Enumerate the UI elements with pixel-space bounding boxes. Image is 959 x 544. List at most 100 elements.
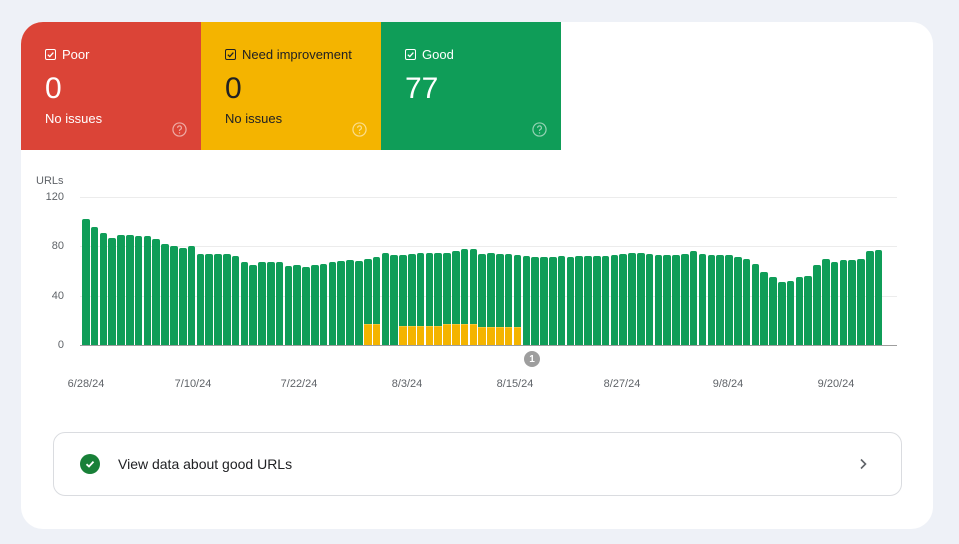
bar[interactable] (196, 253, 205, 345)
bar[interactable] (707, 254, 716, 345)
bar[interactable] (231, 256, 240, 345)
bar[interactable] (267, 262, 275, 345)
bar[interactable] (275, 262, 284, 345)
bar[interactable] (592, 256, 601, 345)
bar[interactable] (134, 236, 143, 345)
bar[interactable] (857, 258, 865, 345)
bar[interactable] (637, 252, 645, 345)
bar[interactable] (575, 256, 583, 345)
checkbox-poor[interactable] (45, 48, 56, 60)
bar[interactable] (90, 226, 99, 345)
bar[interactable] (531, 257, 539, 345)
bar[interactable] (601, 256, 610, 345)
bar[interactable] (478, 253, 487, 345)
bar[interactable] (117, 235, 125, 345)
bar[interactable] (866, 251, 874, 345)
bar[interactable] (82, 219, 90, 345)
bar[interactable] (698, 253, 707, 345)
bar[interactable] (610, 254, 619, 345)
bar[interactable] (672, 254, 680, 345)
bar[interactable] (848, 259, 857, 345)
bar[interactable] (689, 251, 698, 345)
bar[interactable] (513, 254, 522, 345)
bar[interactable] (302, 267, 310, 345)
bar[interactable] (760, 272, 768, 345)
bar[interactable] (813, 264, 821, 345)
bar[interactable] (381, 252, 390, 345)
bar[interactable] (152, 238, 161, 345)
bar[interactable] (654, 254, 663, 345)
checkbox-need-improvement[interactable] (225, 48, 236, 60)
bar[interactable] (425, 252, 434, 345)
bar[interactable] (178, 247, 187, 345)
bar[interactable] (337, 261, 346, 345)
bar[interactable] (99, 232, 108, 345)
bar[interactable] (249, 264, 257, 345)
help-icon[interactable] (532, 122, 547, 137)
bar[interactable] (742, 258, 751, 345)
tile-poor[interactable]: Poor 0 No issues (21, 22, 201, 150)
checkbox-good[interactable] (405, 48, 416, 60)
bar[interactable] (874, 250, 883, 345)
bar[interactable] (293, 264, 302, 345)
bar[interactable] (460, 248, 469, 345)
bar[interactable] (319, 263, 328, 345)
bar[interactable] (222, 253, 231, 345)
bar[interactable] (619, 253, 627, 345)
bar[interactable] (839, 259, 848, 345)
bar[interactable] (522, 256, 531, 345)
bar[interactable] (214, 253, 222, 345)
bar[interactable] (777, 282, 786, 345)
bar[interactable] (733, 257, 742, 345)
bar[interactable] (346, 259, 354, 345)
bar[interactable] (143, 236, 152, 345)
bar[interactable] (443, 252, 451, 345)
bar[interactable] (584, 256, 592, 345)
view-good-urls-link[interactable]: View data about good URLs (53, 432, 902, 496)
bar[interactable] (540, 257, 548, 345)
bar[interactable] (822, 258, 830, 345)
bar[interactable] (469, 248, 478, 345)
bar[interactable] (548, 257, 557, 345)
bar[interactable] (108, 237, 117, 345)
bar[interactable] (830, 262, 839, 345)
bar[interactable] (390, 254, 398, 345)
bar[interactable] (487, 252, 495, 345)
help-icon[interactable] (352, 122, 367, 137)
bar[interactable] (786, 280, 795, 345)
bar[interactable] (566, 257, 575, 345)
bar[interactable] (681, 253, 689, 345)
bar[interactable] (284, 266, 293, 345)
help-icon[interactable] (172, 122, 187, 137)
bar[interactable] (328, 262, 337, 345)
bar[interactable] (205, 253, 213, 345)
bar[interactable] (504, 253, 513, 345)
bar[interactable] (716, 254, 724, 345)
bar[interactable] (795, 277, 804, 345)
bar[interactable] (161, 243, 169, 345)
bar[interactable] (751, 263, 760, 345)
bar[interactable] (496, 253, 504, 345)
bar[interactable] (645, 253, 654, 345)
bar[interactable] (126, 235, 134, 345)
bar[interactable] (557, 256, 566, 345)
bar[interactable] (416, 252, 425, 345)
bar[interactable] (452, 251, 460, 345)
tile-need-improvement[interactable]: Need improvement 0 No issues (201, 22, 381, 150)
bar[interactable] (311, 264, 319, 345)
bar[interactable] (628, 252, 636, 345)
bar[interactable] (187, 246, 196, 345)
bar[interactable] (363, 258, 372, 345)
bar[interactable] (372, 257, 381, 345)
bar[interactable] (725, 254, 733, 345)
bar[interactable] (240, 262, 249, 345)
bar[interactable] (663, 254, 672, 345)
bar[interactable] (399, 254, 407, 345)
bar[interactable] (434, 252, 442, 345)
bar[interactable] (355, 261, 363, 345)
bar[interactable] (804, 275, 812, 345)
bar[interactable] (258, 262, 266, 345)
bar[interactable] (769, 277, 777, 345)
annotation-marker[interactable]: 1 (524, 351, 540, 367)
bar[interactable] (407, 253, 416, 345)
